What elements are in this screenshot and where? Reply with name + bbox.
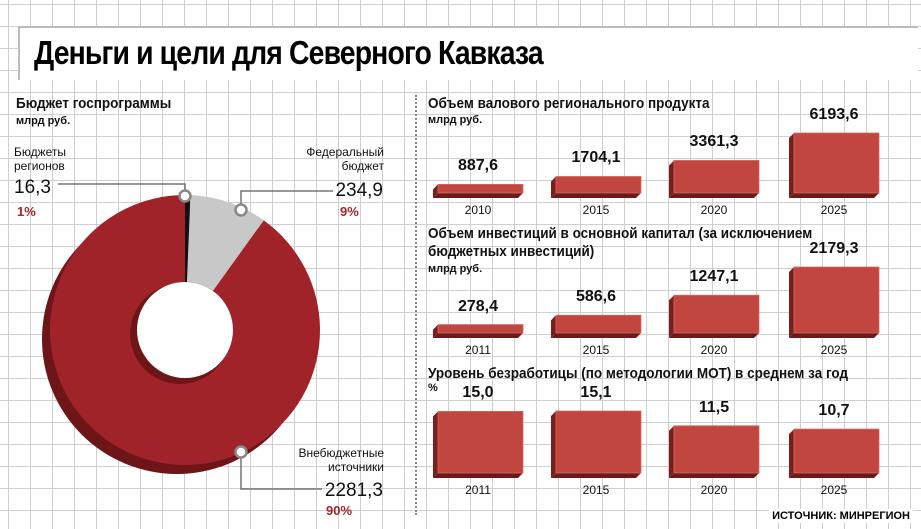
bar-bottom — [669, 473, 759, 478]
bar-category-label: 2015 — [582, 203, 610, 217]
bar-value-label: 3361,3 — [689, 133, 739, 151]
bar — [793, 132, 880, 194]
bar-category-label: 2020 — [700, 483, 728, 497]
bar-side — [433, 184, 438, 198]
leader-line — [240, 190, 333, 210]
donut-slice — [186, 195, 264, 292]
bar-bottom — [433, 473, 523, 478]
page-title: Деньги и цели для Северного Кавказа — [34, 34, 544, 71]
donut-hole — [137, 282, 233, 378]
bar-bottom — [789, 333, 879, 338]
bar-bottom — [669, 193, 759, 198]
slice-label-federal: Федеральный бюджет — [306, 145, 384, 173]
slice-percent-federal: 9% — [340, 204, 359, 219]
bar-value-label: 11,5 — [698, 398, 730, 416]
bar-side — [789, 133, 794, 198]
bar-category-label: 2025 — [820, 483, 848, 497]
bar-side — [551, 176, 556, 198]
bar — [673, 294, 760, 334]
bar-category-label: 2015 — [582, 483, 610, 497]
slice-percent-offbudget: 90% — [326, 503, 353, 518]
bar-side — [789, 267, 794, 338]
slice-percent-regions: 1% — [17, 204, 36, 219]
bar-side — [433, 324, 438, 338]
bar — [437, 324, 524, 334]
bar-bottom — [551, 193, 641, 198]
slice-label-regions: Бюджеты регионов — [14, 145, 67, 173]
invest-unit: млрд руб. — [428, 263, 483, 275]
bar-bottom — [433, 333, 523, 338]
divider — [415, 95, 417, 515]
slice-value-federal: 234,9 — [335, 180, 383, 201]
bar-side — [433, 411, 438, 478]
bar-bottom — [669, 333, 759, 338]
unemp-title: Уровень безработицы (по методологии МОТ)… — [428, 365, 849, 382]
bar — [673, 160, 760, 194]
leader-line — [240, 452, 322, 490]
bar-side — [551, 411, 556, 478]
bar-category-label: 2015 — [582, 343, 610, 357]
grp-title: Объем валового регионального продукта — [428, 95, 710, 112]
pie-title: Бюджет госпрограммы — [16, 95, 172, 112]
bar-value-label: 15,0 — [462, 384, 494, 402]
donut-slice — [185, 195, 191, 283]
bar-category-label: 2011 — [465, 483, 491, 497]
leader-line — [58, 183, 186, 196]
bar-bottom — [433, 193, 523, 198]
bar — [793, 266, 880, 334]
bar-value-label: 586,6 — [575, 288, 617, 306]
bar-value-label: 15,1 — [580, 384, 612, 401]
bar-side — [669, 295, 674, 338]
bar-side — [551, 315, 556, 338]
source-note: ИСТОЧНИК: МИНРЕГИОН — [769, 509, 913, 523]
invest-title: Объем инвестиций в основной капитал (за … — [428, 225, 813, 242]
slice-value-offbudget: 2281,3 — [324, 480, 383, 501]
bar — [673, 425, 760, 474]
leader-marker — [234, 445, 248, 459]
bar-category-label: 2020 — [700, 343, 728, 357]
bar-category-label: 2025 — [820, 343, 848, 357]
bar-side — [669, 425, 674, 478]
bar-value-label: 1704,1 — [571, 149, 621, 167]
bar-value-label: 2179,3 — [809, 240, 859, 257]
bar — [555, 176, 642, 194]
bar-bottom — [789, 473, 879, 478]
bar — [555, 314, 642, 334]
bar-value-label: 887,6 — [457, 157, 499, 175]
unemp-unit: % — [428, 382, 438, 394]
bar-side — [669, 160, 674, 198]
bar-category-label: 2011 — [465, 343, 491, 357]
bar-category-label: 2020 — [700, 203, 728, 217]
bar-value-label: 278,4 — [457, 297, 499, 315]
bar-side — [789, 429, 794, 478]
bar-bottom — [789, 193, 879, 198]
pie-unit: млрд руб. — [16, 115, 71, 127]
grp-unit: млрд руб. — [428, 114, 483, 126]
bar — [437, 184, 524, 194]
bar-category-label: 2025 — [820, 203, 848, 217]
bar-bottom — [551, 333, 641, 338]
slice-label-offbudget: Внебюджетные источники — [298, 446, 384, 474]
bar — [555, 410, 642, 474]
bar-bottom — [551, 473, 641, 478]
title-box: Деньги и цели для Северного Кавказа — [18, 26, 918, 80]
bar-value-label: 10,7 — [818, 402, 850, 420]
slice-value-regions: 16,3 — [14, 177, 51, 198]
bar-value-label: 6193,6 — [809, 106, 859, 123]
donut-slice — [49, 195, 320, 465]
bar — [793, 428, 880, 474]
bar-category-label: 2010 — [464, 203, 492, 217]
leader-marker — [178, 189, 192, 203]
leader-marker — [234, 203, 248, 217]
bar — [437, 411, 524, 474]
invest-title-2: бюджетных инвестиций) — [428, 243, 595, 260]
bar-value-label: 1247,1 — [689, 268, 739, 286]
